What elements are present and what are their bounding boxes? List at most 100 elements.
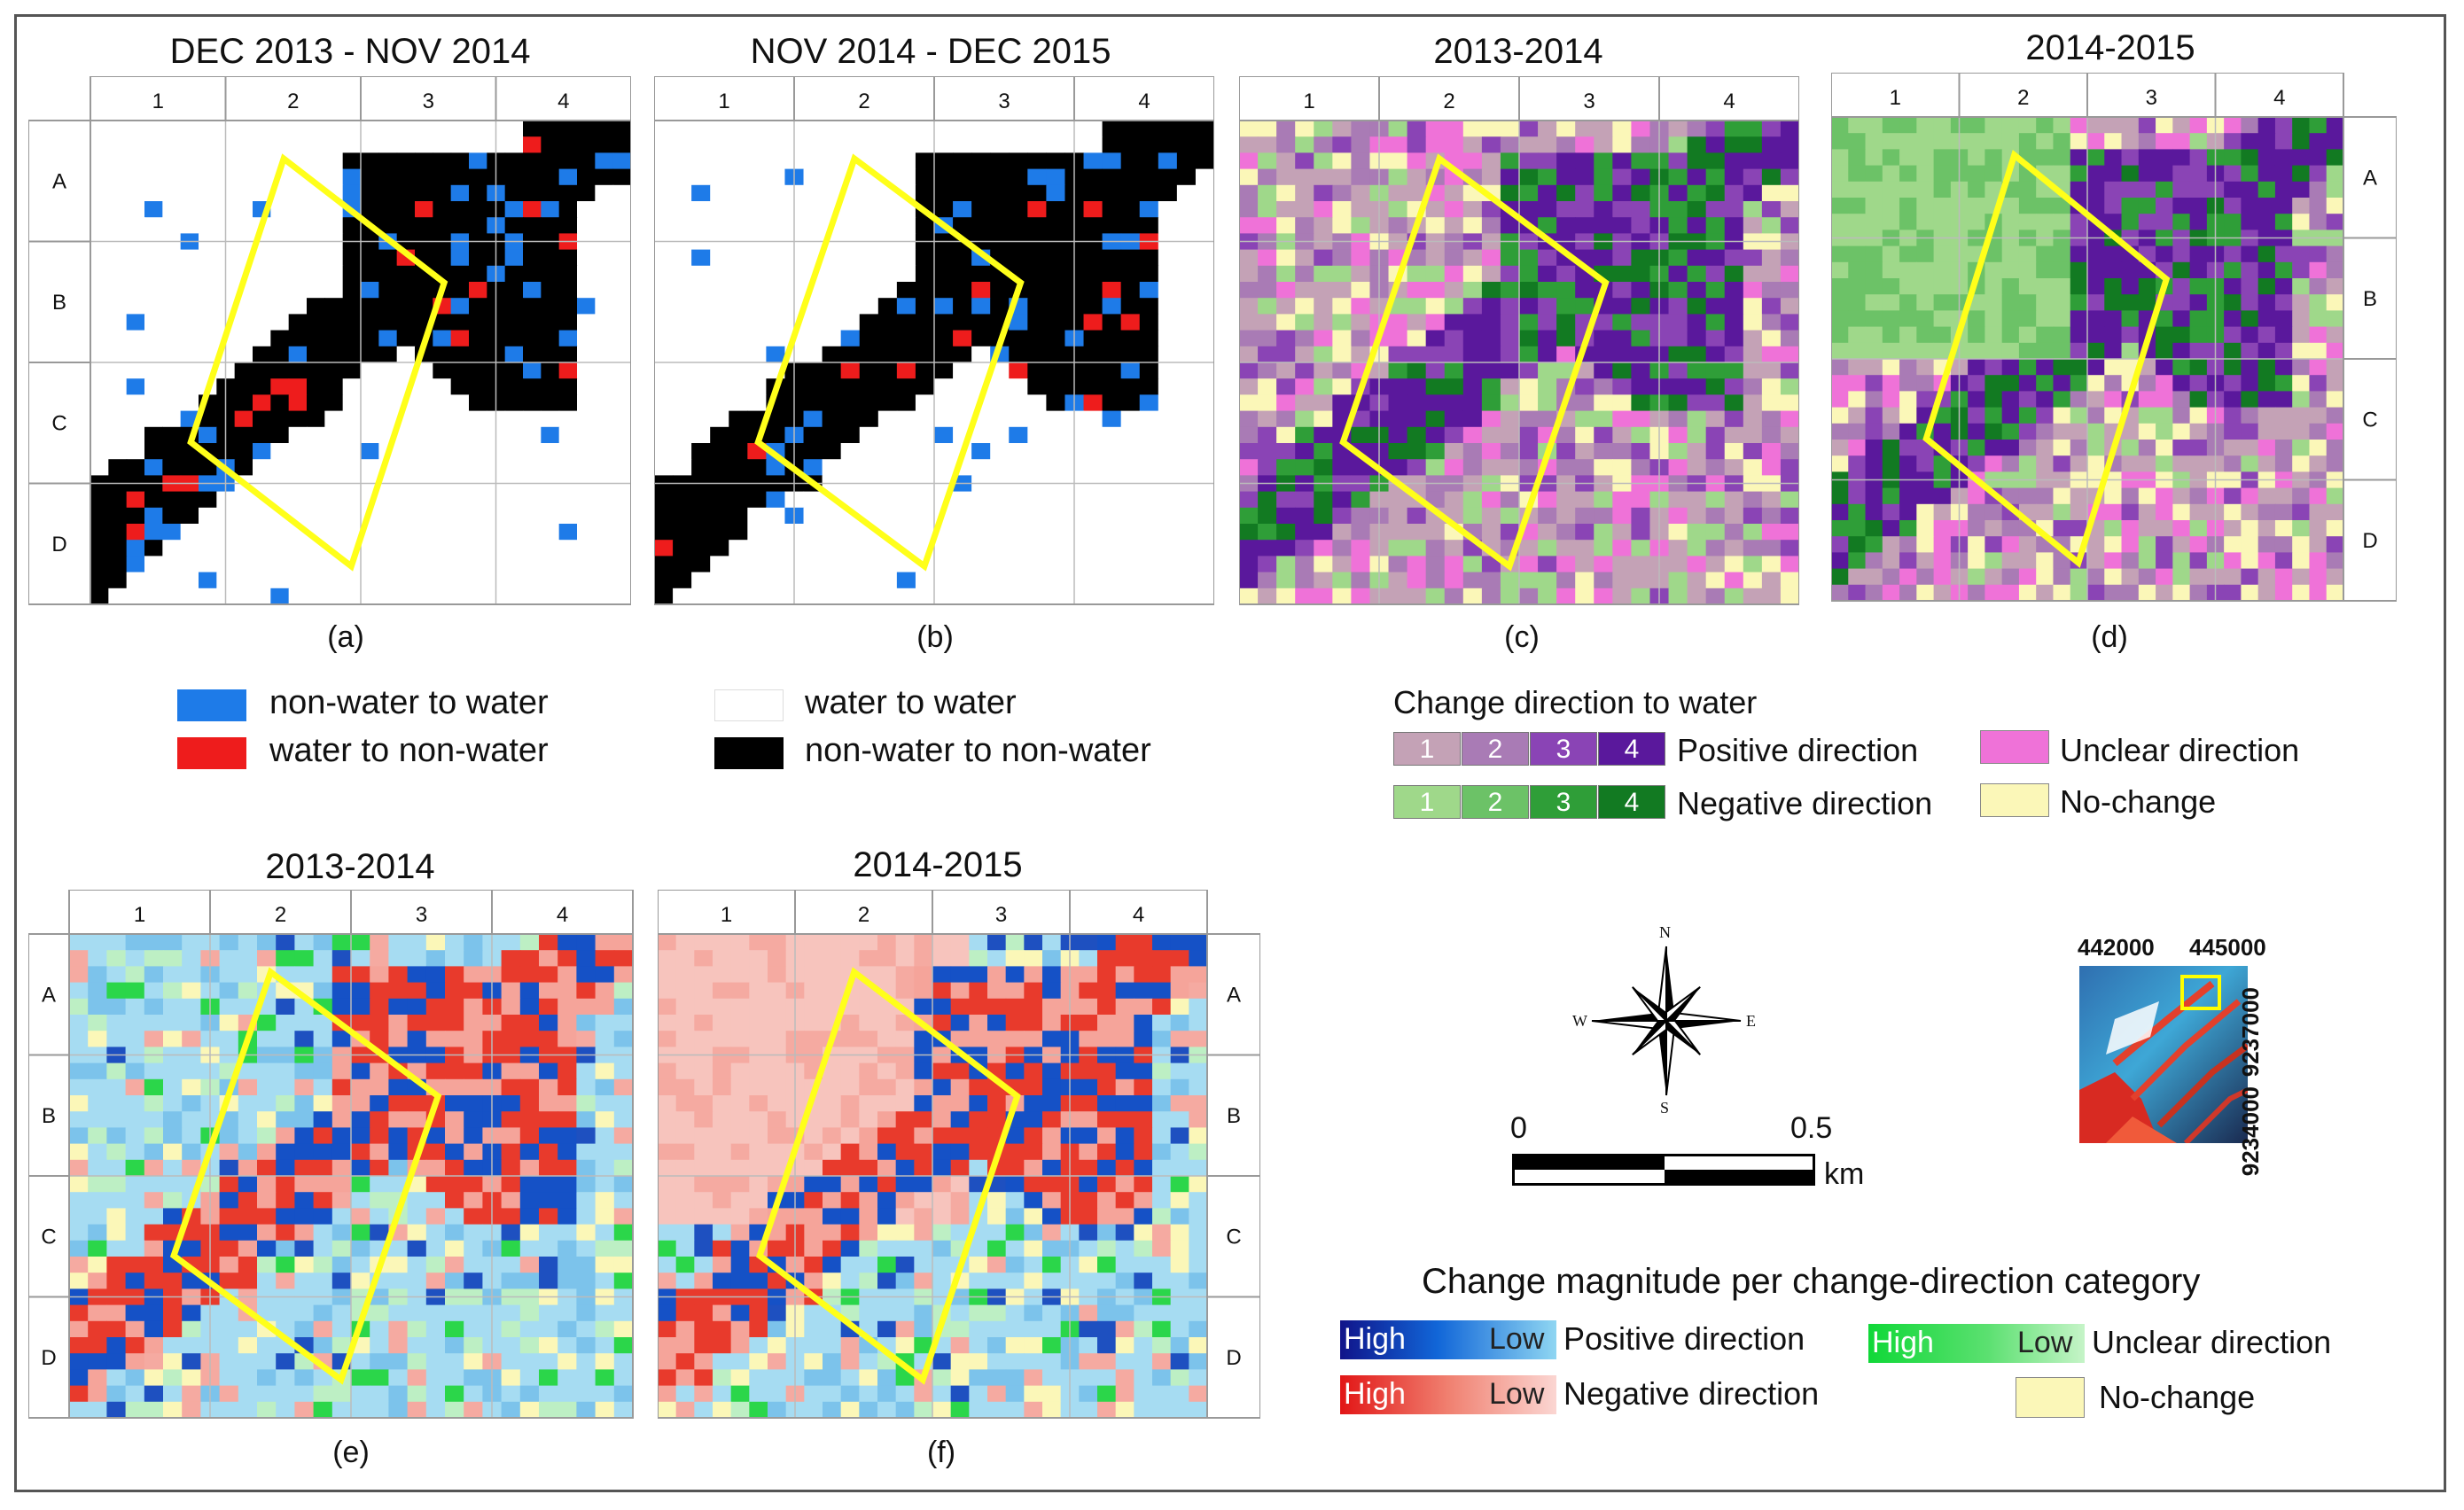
panel-b-title: NOV 2014 - DEC 2015 xyxy=(750,32,1111,71)
legend-mag-unclear-high: High xyxy=(1872,1326,1934,1359)
map-d-col-1: 1 xyxy=(1890,86,1901,110)
map-d-row-D: D xyxy=(2362,529,2377,553)
map-e-row-A: A xyxy=(42,983,56,1007)
legend-mag-positive-high: High xyxy=(1344,1322,1406,1356)
panel-b-caption: (b) xyxy=(916,620,954,654)
panel-c-title: 2013-2014 xyxy=(1433,32,1603,71)
panel-a-title: DEC 2013 - NOV 2014 xyxy=(169,32,531,71)
map-panel-b: 1 2 3 4 xyxy=(654,76,1214,608)
compass-icon xyxy=(1591,946,1742,1096)
highlight-box-b xyxy=(754,153,1025,572)
inset-x1: 442000 xyxy=(2078,934,2155,961)
legend-positive-label: Positive direction xyxy=(1677,732,1919,768)
legend-positive-box-1: 1 xyxy=(1393,732,1461,766)
highlight-box-e xyxy=(169,967,442,1385)
scale-bar: 0 0.5 km xyxy=(1510,1111,1883,1191)
highlight-box-d xyxy=(1922,150,2171,568)
map-e-row-D: D xyxy=(41,1346,56,1370)
map-f-col-1: 1 xyxy=(721,903,732,927)
legend-mag-nochange-swatch xyxy=(2016,1377,2085,1418)
map-svg-d: 1 2 3 4 A B C D xyxy=(1831,73,2397,602)
map-f-row-C: C xyxy=(1226,1225,1241,1249)
panel-a-caption: (a) xyxy=(327,620,364,654)
legend-swatch-w2w xyxy=(714,689,784,721)
panel-e-title: 2013-2014 xyxy=(265,847,435,886)
legend-positive-box-4: 4 xyxy=(1598,732,1665,766)
map-svg-f: 1 2 3 4 A B C D xyxy=(658,890,1260,1419)
legend-mag-unclear-low: Low xyxy=(2017,1326,2073,1359)
panel-f-caption: (f) xyxy=(926,1436,956,1469)
map-a-col-1: 1 xyxy=(152,90,164,113)
map-a-row-B: B xyxy=(52,291,66,315)
map-e-col-4: 4 xyxy=(557,903,568,927)
legend-negative-label: Negative direction xyxy=(1677,785,1933,821)
map-panel-c: 1 2 3 4 xyxy=(1239,76,1799,608)
compass-s: S xyxy=(1660,1099,1670,1117)
map-b-col-1: 1 xyxy=(718,90,729,113)
map-d-col-4: 4 xyxy=(2273,86,2285,110)
map-cells-f xyxy=(658,934,1208,1419)
map-a-col-4: 4 xyxy=(558,90,569,113)
legend-mag-nochange-label: No-change xyxy=(2099,1379,2256,1415)
inset-x2: 445000 xyxy=(2189,934,2266,961)
highlight-box-a xyxy=(187,153,448,572)
compass-w: W xyxy=(1572,1012,1587,1030)
map-cells-c xyxy=(1239,121,1799,605)
map-cells-b xyxy=(654,121,1214,605)
map-f-col-2: 2 xyxy=(858,903,869,927)
map-e-col-1: 1 xyxy=(134,903,145,927)
map-d-row-A: A xyxy=(2363,166,2377,190)
map-svg-e: 1 2 3 4 A B C D xyxy=(28,890,634,1419)
legend-mag-negative-high: High xyxy=(1344,1377,1406,1411)
legend-mag-negative-label: Negative direction xyxy=(1563,1375,1820,1412)
map-d-col-3: 3 xyxy=(2146,86,2157,110)
map-svg-c: 1 2 3 4 xyxy=(1239,76,1799,605)
map-b-col-4: 4 xyxy=(1138,90,1150,113)
map-e-col-2: 2 xyxy=(275,903,286,927)
map-a-col-2: 2 xyxy=(287,90,299,113)
legend-label-nw2nw: non-water to non-water xyxy=(805,732,1151,769)
map-e-col-3: 3 xyxy=(416,903,427,927)
panel-f-title: 2014-2015 xyxy=(853,845,1023,884)
panel-d-title: 2014-2015 xyxy=(2025,28,2195,67)
map-c-col-1: 1 xyxy=(1303,90,1314,113)
legend-magnitude-title: Change magnitude per change-direction ca… xyxy=(1422,1262,2201,1301)
map-panel-f: 1 2 3 4 A B C D xyxy=(658,890,1260,1421)
map-c-col-3: 3 xyxy=(1583,90,1595,113)
scale-unit: km xyxy=(1824,1157,1865,1191)
compass-rose: N S E W xyxy=(1572,923,1756,1117)
inset-y1: 9237000 xyxy=(2237,987,2264,1078)
map-panel-d: 1 2 3 4 A B C D xyxy=(1831,73,2397,604)
legend-swatch-nw2w xyxy=(177,689,246,721)
map-panel-e: 1 2 3 4 A B C D xyxy=(28,890,636,1421)
legend-negative-box-4: 4 xyxy=(1598,785,1665,819)
legend-swatch-w2nw xyxy=(177,737,246,769)
map-b-col-3: 3 xyxy=(998,90,1010,113)
map-f-col-3: 3 xyxy=(995,903,1007,927)
legend-negative-box-3: 3 xyxy=(1530,785,1597,819)
map-cells-e xyxy=(69,934,634,1419)
figure-frame xyxy=(14,14,2446,1492)
map-a-row-D: D xyxy=(51,533,66,557)
scale-end: 0.5 xyxy=(1790,1111,1833,1145)
map-e-row-C: C xyxy=(41,1225,56,1249)
map-d-row-C: C xyxy=(2362,408,2377,432)
legend-negative-box-1: 1 xyxy=(1393,785,1461,819)
legend-mag-positive-low: Low xyxy=(1489,1322,1545,1356)
legend-swatch-nw2nw xyxy=(714,737,784,769)
map-a-col-3: 3 xyxy=(423,90,434,113)
map-a-row-C: C xyxy=(51,411,66,435)
inset-map: 442000 445000 9237000 9234000 xyxy=(2069,934,2335,1214)
legend-label-w2w: water to water xyxy=(805,684,1017,721)
legend-positive-box-3: 3 xyxy=(1530,732,1597,766)
map-svg-a: 1 2 3 4 A B C D xyxy=(28,76,631,605)
map-f-row-A: A xyxy=(1227,983,1241,1007)
inset-y2: 9234000 xyxy=(2237,1086,2264,1177)
panel-c-caption: (c) xyxy=(1504,620,1540,654)
legend-mag-unclear-label: Unclear direction xyxy=(2092,1324,2332,1360)
legend-mag-negative-gradient xyxy=(1340,1375,1556,1414)
legend-label-nw2w: non-water to water xyxy=(269,684,549,721)
legend-direction-title: Change direction to water xyxy=(1393,684,1758,720)
map-svg-b: 1 2 3 4 xyxy=(654,76,1214,605)
map-f-row-B: B xyxy=(1227,1104,1241,1128)
